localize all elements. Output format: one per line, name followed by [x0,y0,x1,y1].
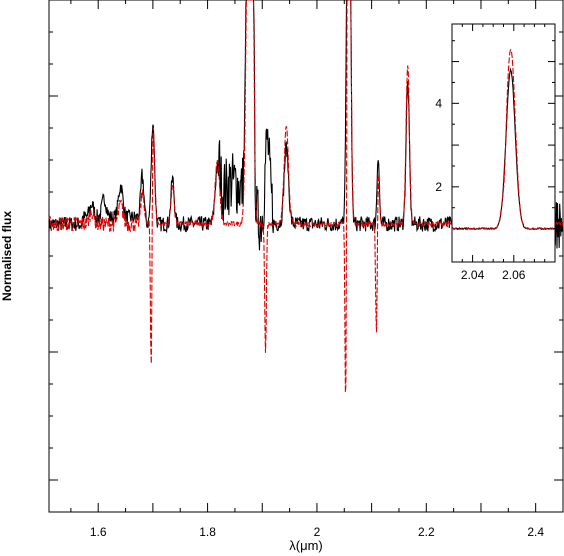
x-tick-label: 1.8 [199,525,216,539]
inset-x-tick-label: 2.04 [461,268,485,282]
inset-y-tick-label: 4 [435,96,442,110]
x-tick-label: 2.4 [527,525,544,539]
y-axis-label: Normalised flux [0,211,14,301]
x-tick-label: 1.6 [90,525,107,539]
inset-plot: 2.04 2.06 2 4 [435,23,556,282]
main-axis-ticks [49,0,564,512]
inset-series [451,48,556,231]
main-x-tick-labels: 1.6 1.8 2 2.2 2.4 [90,525,544,539]
inset-x-tick-label: 2.06 [502,268,526,282]
inset-red-line [451,48,555,231]
x-tick-label: 2 [314,525,321,539]
inset-tick-labels: 2.04 2.06 2 4 [435,96,525,282]
inset-plot-frame [451,23,556,263]
inset-y-tick-label: 2 [435,180,442,194]
x-tick-label: 2.2 [418,525,435,539]
x-axis-label: λ(μm) [289,538,322,553]
